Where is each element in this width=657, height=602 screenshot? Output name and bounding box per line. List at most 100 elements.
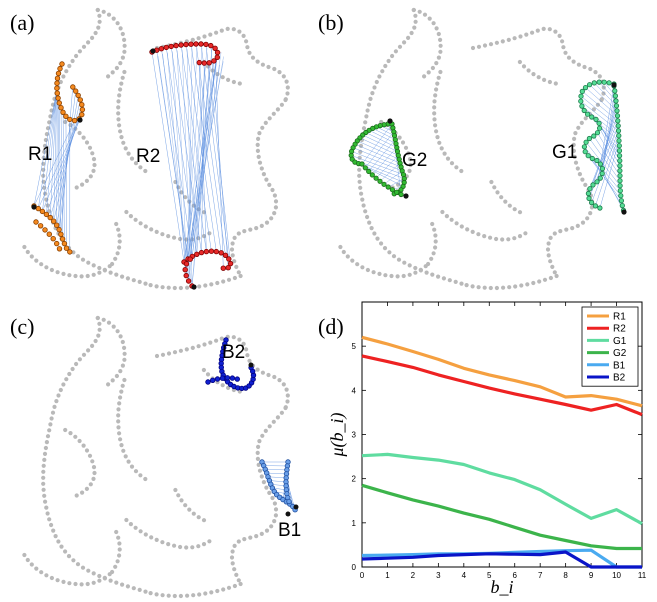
endpoint-dot <box>31 204 37 210</box>
outline-dot <box>203 283 208 288</box>
outline-dot <box>232 583 237 589</box>
outline-dot <box>259 166 264 171</box>
r2-dot <box>163 44 169 51</box>
outline-dot <box>582 64 587 70</box>
r2-dot <box>194 251 200 257</box>
match-line <box>589 115 618 189</box>
outline-dot <box>179 498 184 503</box>
outline-dot <box>92 162 97 168</box>
outline-dot <box>482 43 488 48</box>
g1-dot <box>616 138 622 144</box>
outline-dot <box>48 422 53 427</box>
outline-dot <box>97 13 102 18</box>
outline-dot <box>121 140 126 145</box>
outline-dot <box>90 343 95 348</box>
outline-dot <box>229 247 235 252</box>
match-line <box>49 104 83 218</box>
outline-dot <box>433 245 438 250</box>
outline-dot <box>201 542 207 547</box>
outline-dot <box>123 146 128 151</box>
panel-b-outline <box>338 7 606 291</box>
outline-dot <box>583 116 588 121</box>
outline-dot <box>573 160 579 165</box>
outline-dot <box>521 64 527 69</box>
outline-dot <box>113 256 118 261</box>
outline-dot <box>434 87 439 92</box>
r1-dot <box>58 104 64 111</box>
outline-dot <box>97 19 102 24</box>
outline-dot <box>120 31 125 37</box>
g1-dot <box>581 107 587 114</box>
endpoint-dot <box>387 118 393 124</box>
outline-dot <box>115 251 120 256</box>
outline-dot <box>133 525 138 530</box>
g1-dot <box>617 188 623 194</box>
outline-dot <box>553 81 558 86</box>
outline-dot <box>52 404 57 409</box>
outline-dot <box>91 571 96 576</box>
outline-dot <box>459 168 464 174</box>
outline-dot <box>241 341 246 346</box>
r2-dot <box>220 265 226 271</box>
outline-dot <box>363 209 368 214</box>
outline-dot <box>81 443 86 448</box>
x-tick-label: 4 <box>462 571 467 580</box>
series-line-g2 <box>361 483 642 551</box>
outline-dot <box>137 587 142 593</box>
outline-dot <box>86 40 91 45</box>
outline-dot <box>77 438 82 444</box>
outline-dot <box>236 231 241 236</box>
endpoint-dot <box>150 48 156 54</box>
outline-dot <box>114 373 119 379</box>
outline-dot <box>63 427 68 433</box>
outline-dot <box>259 474 264 479</box>
g1-dot <box>590 182 596 188</box>
panel-b-letter: (b) <box>318 10 344 35</box>
outline-dot <box>41 475 46 480</box>
outline-dot <box>255 367 260 372</box>
outline-dot <box>73 273 78 279</box>
outline-dot <box>492 185 497 190</box>
y-tick-label: 5 <box>352 342 357 351</box>
panel-c-outline <box>22 315 290 599</box>
r1-dot <box>46 231 52 237</box>
r2-dot <box>168 43 174 50</box>
outline-dot <box>178 593 183 599</box>
outline-dot <box>172 235 177 240</box>
outline-dot <box>275 107 280 112</box>
outline-dot <box>120 274 125 279</box>
outline-dot <box>245 353 250 358</box>
outline-dot <box>166 542 171 547</box>
outline-dot <box>67 273 72 278</box>
g1-dot <box>589 114 595 120</box>
outline-dot <box>172 543 177 548</box>
outline-dot <box>438 69 443 75</box>
outline-dot <box>29 254 34 259</box>
outline-dot <box>447 278 452 283</box>
outline-dot <box>439 146 444 151</box>
outline-dot <box>524 32 529 37</box>
outline-dot <box>59 544 64 549</box>
outline-dot <box>266 372 271 378</box>
outline-dot <box>120 383 125 388</box>
outline-dot <box>277 378 282 383</box>
g2-dot <box>366 168 372 174</box>
outline-dot <box>185 593 190 598</box>
outline-dot <box>70 366 75 372</box>
outline-dot <box>49 522 54 528</box>
outline-dot <box>234 264 239 269</box>
outline-dot <box>215 280 220 286</box>
outline-dot <box>383 273 388 278</box>
r2-dot <box>193 41 199 47</box>
endpoint-dot <box>285 511 291 517</box>
outline-dot <box>172 350 178 355</box>
outline-dot <box>279 410 284 415</box>
outline-dot <box>154 284 159 289</box>
outline-dot <box>272 374 277 380</box>
outline-dot <box>34 258 39 263</box>
outline-dot <box>583 182 588 187</box>
outline-dot <box>39 570 44 575</box>
outline-dot <box>370 91 375 96</box>
outline-dot <box>29 562 34 567</box>
label-b1: B1 <box>278 520 301 541</box>
